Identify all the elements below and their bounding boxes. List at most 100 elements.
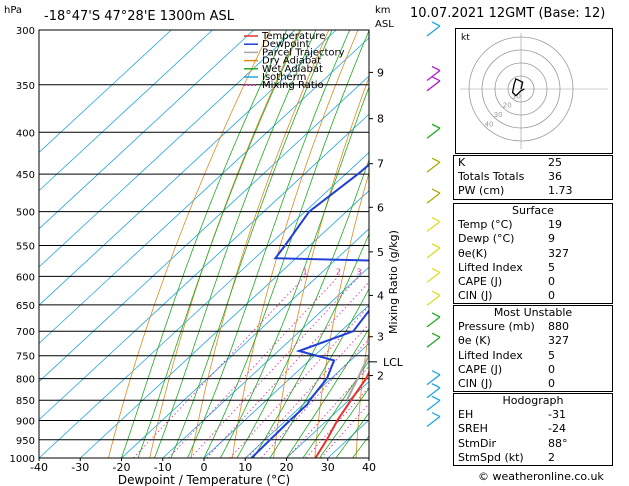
surface-title: Surface (512, 204, 554, 217)
row-label: θe(K) (458, 246, 488, 260)
hodograph-units: kt (461, 33, 470, 43)
isotherm-line (39, 151, 369, 458)
row-label: Totals Totals (458, 170, 525, 184)
wind-barb (426, 374, 441, 386)
wind-barb (426, 221, 441, 233)
wind-barb-flag (431, 123, 441, 129)
mixing-ratio-label: 3 (357, 267, 362, 276)
row-label: CAPE (J) (458, 362, 503, 376)
isotherm-line (39, 30, 172, 153)
row-value: 880 (548, 320, 569, 334)
wind-barb (426, 387, 441, 399)
table-row: CIN (J) 0 (454, 377, 612, 391)
parcel-line (345, 354, 369, 401)
dewpoint-line (250, 163, 369, 458)
plot-area (39, 30, 369, 458)
isotherm-line (39, 30, 213, 192)
mixing-ratio-line (260, 338, 369, 458)
row-label: Temp (°C) (458, 218, 513, 232)
wind-barb-flag (431, 267, 441, 273)
isotherm-line (245, 342, 369, 458)
row-label: EH (458, 408, 474, 422)
pressure-tick-label: 800 (16, 375, 35, 386)
pressure-tick-label: 500 (16, 208, 35, 219)
hpa-label: hPa (4, 5, 22, 16)
row-label: CIN (J) (458, 377, 493, 391)
row-label: StmDir (458, 436, 497, 450)
isotherm-line (39, 30, 337, 306)
row-value: 327 (548, 246, 569, 260)
credit: © weatheronline.co.uk (478, 470, 604, 483)
row-value: 0 (548, 362, 555, 376)
temperature-tick-label: 0 (201, 461, 208, 474)
wind-barb-flag (431, 157, 441, 163)
isotherm-line (162, 266, 369, 458)
temperature-tick-label: 10 (238, 461, 252, 474)
row-label: CIN (J) (458, 289, 493, 303)
row-label: StmSpd (kt) (458, 450, 524, 464)
row-value: 1.73 (548, 184, 573, 198)
isotherm-line (39, 30, 296, 268)
wind-barb (426, 336, 441, 348)
wind-barb-flag (431, 65, 441, 72)
isotherm-line (39, 75, 369, 383)
table-row: Pressure (mb) 880 (454, 320, 612, 334)
mixing-ratio-label: 1 (302, 267, 307, 276)
table-row: K 25 (454, 156, 612, 170)
km-label: km (375, 5, 391, 16)
pressure-tick-label: 400 (16, 128, 35, 139)
pressure-tick-label: 550 (16, 241, 35, 252)
row-label: K (458, 156, 466, 169)
dry-adiabat-line (231, 30, 359, 458)
wind-barb (426, 316, 441, 328)
most-unstable-title: Most Unstable (493, 306, 573, 319)
wet-adiabat-line (302, 359, 369, 458)
row-label: Lifted Index (458, 260, 523, 274)
km-tick-label: 5 (377, 246, 384, 259)
hodograph-ring-label: 40 (485, 120, 494, 128)
wind-barb-flag (431, 290, 441, 296)
row-value: 327 (548, 334, 569, 348)
table-row: CAPE (J) 0 (454, 363, 612, 377)
wind-barb (426, 161, 441, 173)
row-value: 0 (548, 289, 555, 303)
km-tick-label: 6 (377, 201, 384, 214)
legend-entry: Dewpoint (262, 39, 310, 50)
dry-adiabat-line (149, 30, 300, 458)
x-axis-label: Dewpoint / Temperature (°C) (118, 473, 290, 486)
temperature-tick-label: 20 (280, 461, 294, 474)
isotherm-line (39, 30, 254, 230)
wind-barb (426, 294, 441, 306)
mixing-ratio-line (229, 305, 369, 458)
hodograph-ring-label: 10 (512, 92, 521, 100)
surface-table: Surface Temp (°C) 19 Dewp (°C) 9 θe(K) 327 Lif… (453, 203, 613, 305)
pressure-tick-label: 700 (16, 327, 35, 338)
table-row: θe (K) 327 (454, 334, 612, 348)
wind-barb-flag (431, 332, 441, 338)
hodograph-trace (511, 77, 525, 97)
temperature-tick-label: -10 (154, 461, 172, 474)
row-value: 25 (548, 156, 562, 169)
mixing-ratio-line (320, 403, 369, 458)
isotherm-line (80, 190, 369, 458)
row-value: -31 (548, 408, 566, 422)
row-label: Pressure (mb) (458, 320, 535, 334)
pressure-tick-label: 650 (16, 301, 35, 312)
legend-entry: Parcel Trajectory (262, 47, 345, 58)
wind-barb-flag (431, 312, 441, 318)
pressure-tick-label: 900 (16, 417, 35, 428)
pressure-tick-label: 1000 (10, 454, 35, 465)
mixing-ratio-label: 2 (336, 267, 341, 276)
table-row: CAPE (J) 0 (454, 275, 612, 289)
table-row: Totals Totals 36 (454, 170, 612, 184)
dry-adiabat-line (355, 327, 369, 458)
legend-entry: Isotherm (262, 72, 306, 83)
lcl-label: LCL (383, 356, 404, 369)
hodograph-ring-label: 20 (503, 102, 512, 110)
asl-label: ASL (375, 19, 394, 30)
isotherm-line (203, 304, 369, 458)
hodograph-table: Hodograph EH -31 SREH -24 StmDir 88° StmSpd (k… (453, 393, 613, 467)
wet-adiabat-line (335, 412, 369, 458)
row-value: 19 (548, 218, 562, 232)
